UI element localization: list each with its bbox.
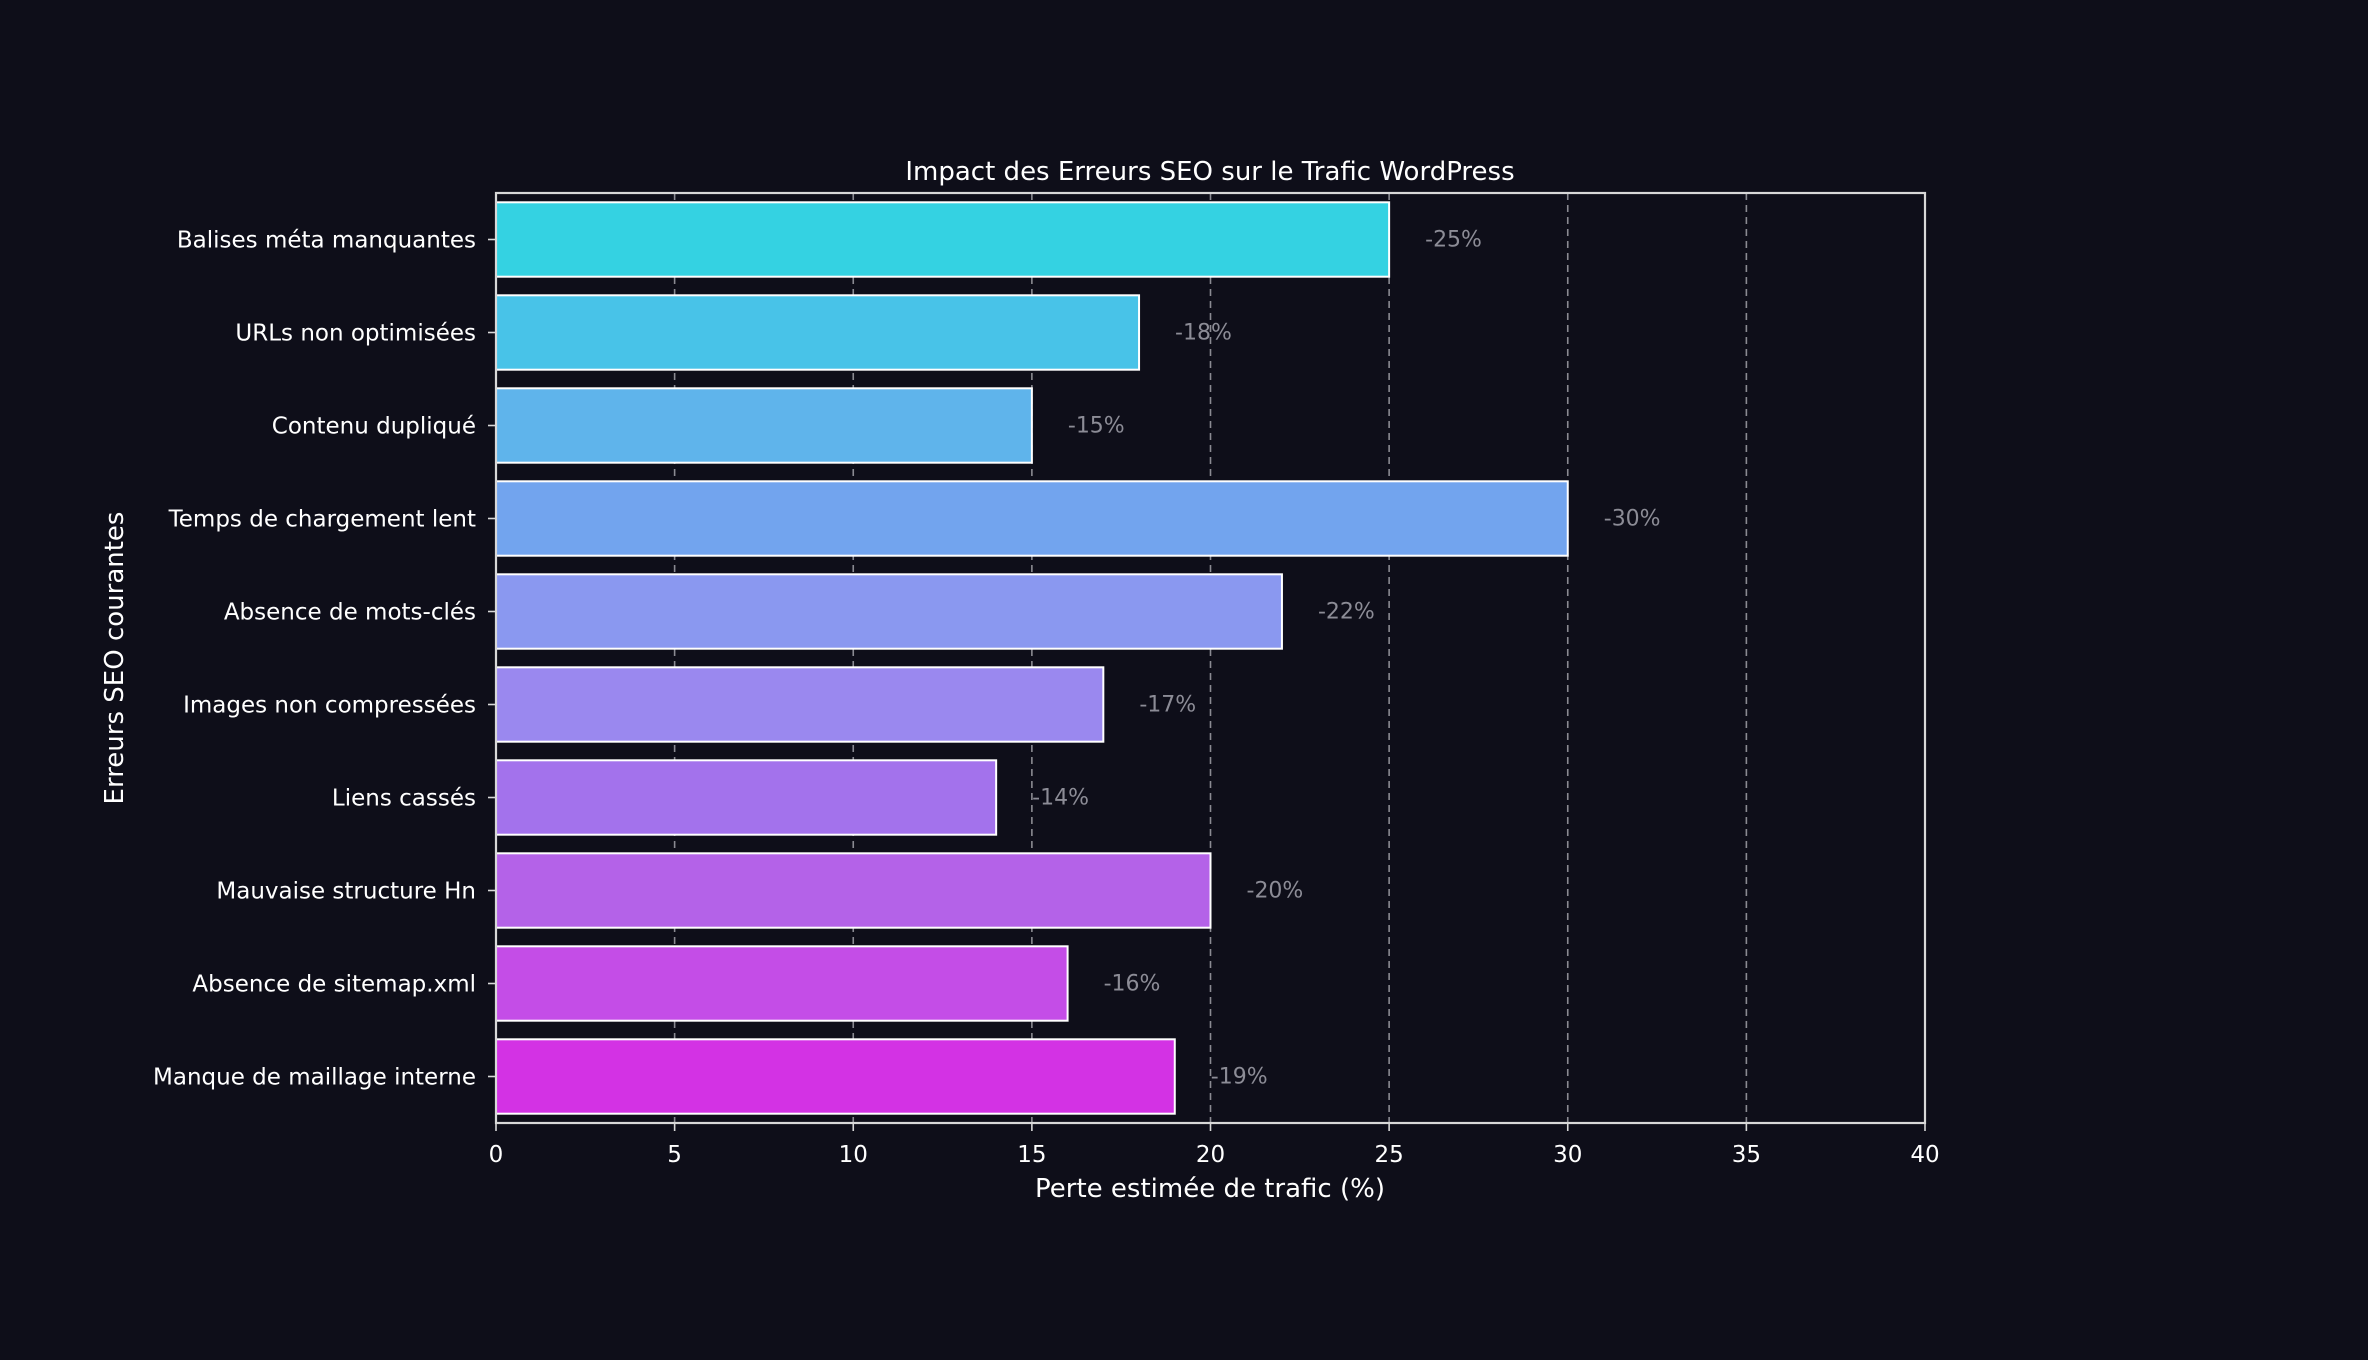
- bar-value-label: -20%: [1247, 879, 1304, 904]
- data-labels: -25% -18% -15% -30% -22% -17% -14% -20% -16% -19%: [1032, 228, 1660, 1090]
- bar: [495, 387, 1033, 464]
- x-tick-label: 25: [1374, 1142, 1403, 1168]
- x-tick-label: 15: [1017, 1142, 1046, 1168]
- y-category-label: Contenu dupliqué: [272, 414, 476, 440]
- bar-value-label: -15%: [1068, 414, 1125, 439]
- y-category-label: URLs non optimisées: [235, 321, 476, 347]
- x-tick-label: 5: [667, 1142, 682, 1168]
- bar-value-label: -30%: [1604, 507, 1661, 532]
- y-category-label: Manque de maillage interne: [153, 1065, 476, 1091]
- bar-value-label: -14%: [1032, 786, 1089, 811]
- bar: [495, 666, 1105, 743]
- bar-value-label: -19%: [1211, 1065, 1268, 1090]
- y-category-label: Mauvaise structure Hn: [216, 879, 476, 905]
- y-category-label: Absence de mots-clés: [224, 600, 476, 626]
- bar-value-label: -17%: [1139, 693, 1196, 718]
- x-tick-label: 35: [1732, 1142, 1761, 1168]
- y-category-label: Temps de chargement lent: [168, 507, 476, 533]
- x-axis-label: Perte estimée de trafic (%): [1035, 1174, 1385, 1204]
- bar: [495, 201, 1391, 278]
- bar-value-label: -18%: [1175, 321, 1232, 346]
- x-axis-ticks: 0 5 10 15 20 25 30 35 40: [489, 1123, 1940, 1168]
- bar-value-label: -25%: [1425, 228, 1482, 253]
- bar: [495, 480, 1569, 557]
- bar: [495, 945, 1069, 1022]
- bar: [495, 852, 1212, 929]
- y-axis-categories: Balises méta manquantes URLs non optimisé…: [153, 228, 496, 1091]
- y-category-label: Balises méta manquantes: [177, 228, 476, 254]
- bar: [495, 573, 1283, 650]
- y-category-label: Absence de sitemap.xml: [192, 972, 476, 998]
- bar: [495, 294, 1141, 371]
- bar: [495, 1038, 1176, 1115]
- y-category-label: Images non compressées: [183, 693, 476, 719]
- x-tick-label: 20: [1196, 1142, 1225, 1168]
- bars: [495, 201, 1569, 1115]
- chart-title: Impact des Erreurs SEO sur le Trafic Wor…: [905, 157, 1514, 187]
- x-tick-label: 30: [1553, 1142, 1582, 1168]
- x-tick-label: 10: [839, 1142, 868, 1168]
- y-axis-label: Erreurs SEO courantes: [100, 512, 130, 805]
- bar: [495, 759, 998, 836]
- bar-value-label: -22%: [1318, 600, 1375, 625]
- y-category-label: Liens cassés: [332, 786, 476, 812]
- x-tick-label: 40: [1910, 1142, 1939, 1168]
- bar-value-label: -16%: [1104, 972, 1161, 997]
- x-tick-label: 0: [489, 1142, 504, 1168]
